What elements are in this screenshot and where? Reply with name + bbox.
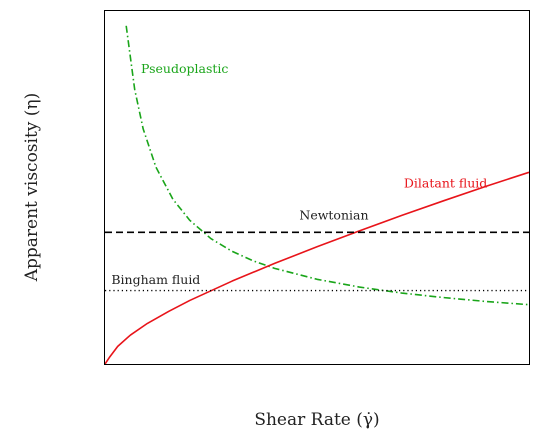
series-line-dilatant-fluid xyxy=(104,171,530,365)
plot-content xyxy=(104,25,530,365)
annotation-layer: Pseudoplastic Dilatant fluid Newtonian Bing… xyxy=(111,61,487,287)
curve-label-newtonian: Newtonian xyxy=(299,207,368,222)
curve-label-bingham-fluid: Bingham fluid xyxy=(111,272,200,287)
y-axis-label: Apparent viscosity (η) xyxy=(22,93,42,283)
x-axis-label: Shear Rate (γ̇) xyxy=(254,410,379,430)
curve-label-dilatant-fluid: Dilatant fluid xyxy=(404,176,487,191)
curve-label-pseudoplastic: Pseudoplastic xyxy=(141,61,228,76)
plot-frame xyxy=(104,10,530,365)
